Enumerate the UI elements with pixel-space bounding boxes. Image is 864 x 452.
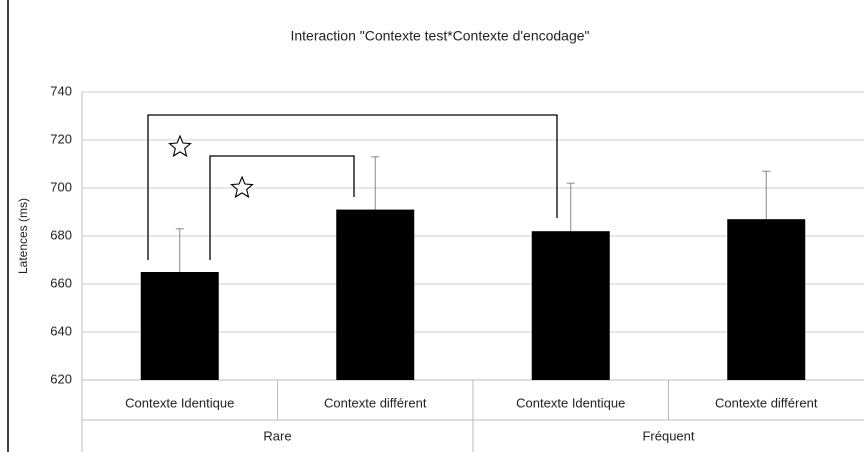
bracket — [209, 155, 355, 260]
y-tick-label: 680 — [50, 227, 72, 242]
group-label: Rare — [263, 428, 291, 443]
star — [230, 175, 254, 199]
significance-brackets — [147, 114, 558, 260]
chart-title: Interaction "Contexte test*Contexte d'en… — [290, 28, 589, 44]
y-tick-label: 660 — [50, 275, 72, 290]
x-tick-label: Contexte Identique — [125, 395, 234, 410]
bar — [727, 219, 806, 380]
bracket — [147, 114, 558, 260]
x-tick-label: Contexte différent — [324, 395, 427, 410]
y-tick-label: 640 — [50, 323, 72, 338]
group-label: Fréquent — [642, 428, 694, 443]
y-axis-label: Latences (ms) — [16, 198, 30, 274]
y-tick-label: 620 — [50, 371, 72, 386]
y-tick-label: 740 — [50, 83, 72, 98]
bar — [140, 272, 219, 380]
plot: 620 640 660 680 700 720 740 Contexte Identique C… — [50, 83, 864, 452]
x-tick-label: Contexte différent — [715, 395, 818, 410]
bar — [336, 209, 415, 380]
bar — [531, 231, 610, 380]
y-tick-label: 700 — [50, 179, 72, 194]
x-tick-label: Contexte Identique — [516, 395, 625, 410]
star — [168, 134, 192, 158]
y-tick-label: 720 — [50, 131, 72, 146]
